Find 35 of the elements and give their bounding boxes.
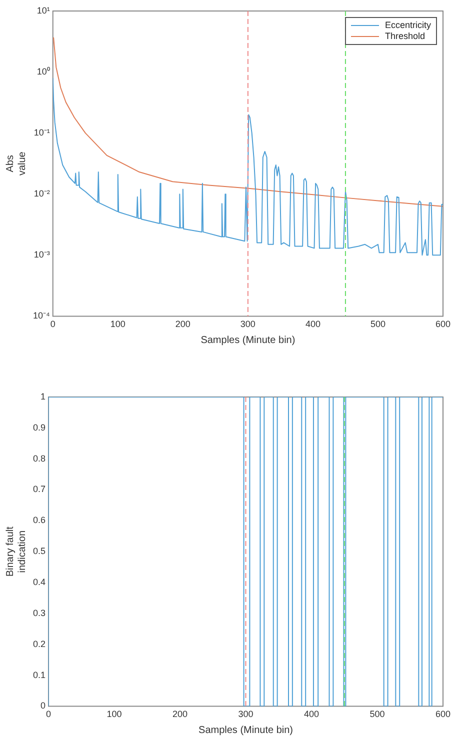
x-tick-label: 500 (370, 709, 385, 720)
y-tick-label: 10⁻² (34, 188, 50, 199)
legend-label: Eccentricity (385, 20, 432, 31)
y-tick-label: 0.1 (32, 670, 46, 680)
y-tick-label: 1 (40, 391, 46, 402)
legend-label: Threshold (385, 31, 426, 42)
x-tick-label: 200 (175, 319, 190, 330)
y-tick-label: 0.3 (32, 608, 46, 618)
y-tick-label: 10⁰ (36, 66, 50, 77)
x-axis-title: Samples (Minute bin) (200, 334, 296, 346)
y-tick-label: 0.2 (32, 638, 46, 649)
x-tick-label: 400 (304, 709, 320, 720)
y-tick-label: 10⁻¹ (34, 128, 50, 138)
x-tick-label: 100 (106, 709, 122, 720)
x-tick-label: 600 (435, 709, 451, 720)
x-tick-label: 400 (305, 319, 320, 330)
x-tick-label: 600 (435, 319, 451, 330)
y-axis-title: Abs value (4, 151, 28, 176)
x-tick-label: 300 (240, 319, 256, 330)
y-tick-label: 10⁻⁴ (32, 310, 50, 321)
x-axis-title: Samples (Minute bin) (198, 724, 293, 736)
x-tick-label: 500 (370, 319, 386, 330)
y-tick-label: 0.8 (32, 453, 46, 464)
y-tick-label: 0.9 (32, 422, 46, 432)
y-tick-label: 0.7 (32, 484, 46, 494)
x-tick-label: 200 (172, 709, 188, 720)
y-axis-title: Binary fault indication (4, 526, 28, 577)
y-tick-label: 10¹ (36, 5, 50, 16)
y-tick-label: 0.6 (32, 515, 46, 526)
y-tick-label: 0.5 (32, 546, 46, 556)
y-tick-label: 10⁻³ (34, 250, 50, 260)
y-tick-label: 0.4 (32, 577, 46, 588)
x-tick-label: 300 (238, 709, 254, 720)
y-tick-label: 0 (40, 700, 46, 711)
x-tick-label: 100 (110, 319, 126, 330)
